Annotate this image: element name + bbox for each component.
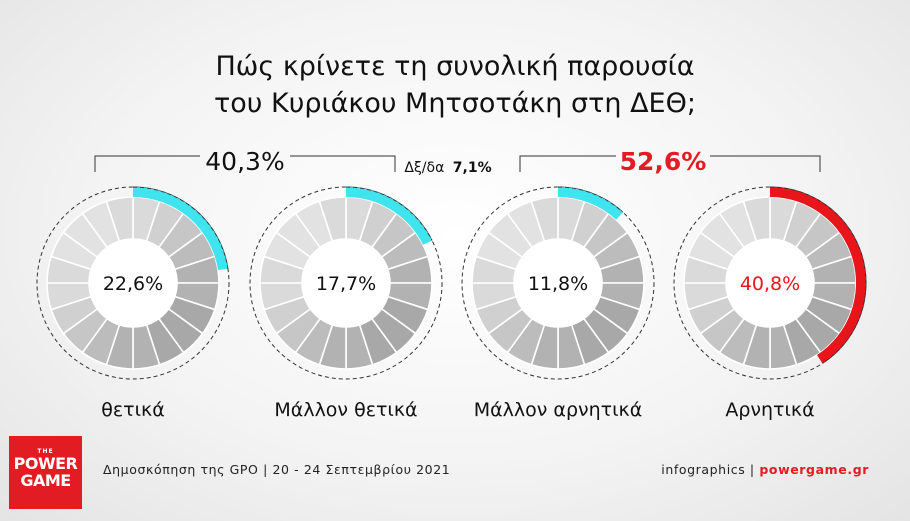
category-label: θετικά (101, 399, 165, 421)
donut-center (89, 239, 177, 327)
negative-total-label: 52,6% (620, 147, 707, 176)
footer-credit-brand: powergame.gr (759, 462, 869, 477)
value-label: 40,8% (740, 273, 800, 295)
donuts-layer: 22,6% θετικά 17,7% Μάλλον θετικά 11,8% Μάλλον… (36, 186, 867, 421)
value-arc (770, 187, 867, 364)
negative-group-bracket (519, 155, 616, 172)
category-label: Μάλλον αρνητικά (474, 399, 643, 421)
value-arc (133, 187, 228, 271)
value-arc (346, 187, 433, 245)
category-label: Αρνητικά (725, 399, 814, 421)
donut-3: 11,8% Μάλλον αρνητικά (461, 186, 655, 421)
value-arc-outline (769, 186, 867, 364)
title-line-2: του Κυριάκου Μητσοτάκη στη ΔΕΘ; (214, 88, 696, 119)
donut-2: 17,7% Μάλλον θετικά (249, 186, 443, 421)
logo-line-2: GAME (20, 471, 71, 490)
donut-chart: 40,3% 52,6% Δξ/δα 7,1% 22,6% θετικά 17,7% Μ… (36, 147, 867, 421)
value-label: 17,7% (316, 273, 376, 295)
power-game-logo: THE POWER GAME (9, 436, 82, 509)
donut-4: 40,8% Αρνητικά (673, 186, 867, 421)
donut-1: 22,6% θετικά (36, 186, 230, 421)
value-label: 11,8% (528, 273, 588, 295)
footer-credit: infographics | powergame.gr (661, 462, 869, 477)
donut-center (514, 239, 602, 327)
footer-credit-prefix: infographics | (661, 462, 760, 477)
title-line-1: Πώς κρίνετε τη συνολική παρουσία (215, 51, 695, 82)
value-label: 22,6% (103, 273, 163, 295)
value-arc-outline (557, 186, 624, 213)
value-arc-outline (345, 186, 433, 241)
donut-center (302, 239, 390, 327)
dont-know-label: Δξ/δα (404, 160, 444, 176)
negative-group-bracket-right (710, 155, 821, 172)
category-label: Μάλλον θετικά (274, 399, 417, 421)
logo-small-text: THE (37, 448, 54, 455)
footer-source: Δημοσκόπηση της GPO | 20 - 24 Σεπτεμβρίο… (103, 462, 451, 477)
value-arc-outline (132, 186, 229, 269)
value-arc (558, 187, 623, 220)
logo-line-1: POWER (13, 454, 78, 473)
dont-know-annotation: Δξ/δα 7,1% (404, 160, 491, 176)
chart-title: Πώς κρίνετε τη συνολική παρουσία του Κυρ… (0, 48, 910, 122)
dont-know-value: 7,1% (453, 160, 492, 176)
donut-center (726, 239, 814, 327)
positive-group-bracket-right (290, 155, 396, 172)
positive-total-label: 40,3% (205, 147, 284, 176)
positive-group-bracket (94, 155, 200, 172)
